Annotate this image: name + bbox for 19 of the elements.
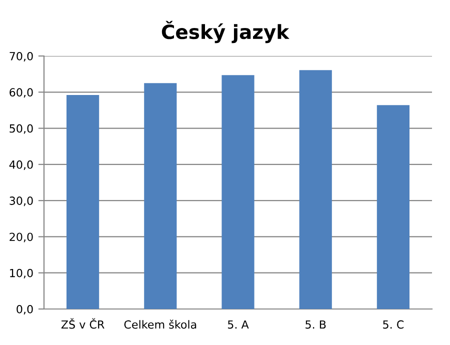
x-tick-label: 5. C	[383, 320, 404, 329]
x-tick-label: 5. A	[228, 320, 249, 329]
chart-title: Český jazyk	[162, 20, 290, 44]
bar	[299, 70, 332, 309]
y-tick-label: 60,0	[10, 88, 33, 98]
bar	[144, 83, 177, 309]
y-tick-label: 20,0	[10, 232, 33, 242]
x-tick-label: ZŠ v ČR	[61, 318, 104, 329]
x-tick-label: 5. B	[306, 320, 326, 329]
x-tick-label: Celkem škola	[124, 320, 196, 329]
bar	[376, 105, 410, 309]
y-tick-label: 50,0	[10, 124, 33, 134]
bar	[222, 75, 254, 309]
bar	[66, 95, 100, 309]
y-tick-label: 70,0	[10, 52, 33, 62]
y-tick-label: 30,0	[10, 196, 33, 206]
y-tick-label: 10,0	[10, 268, 33, 278]
y-tick-label: 40,0	[9, 160, 33, 170]
y-tick-label: 0,0	[16, 304, 33, 315]
